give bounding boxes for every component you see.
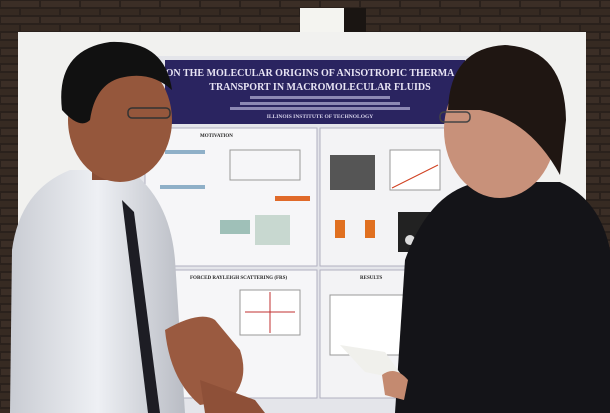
poster-title: TRANSPORT IN MACROMOLECULAR FLUIDS [209, 82, 431, 93]
section-header: MOTIVATION [200, 134, 233, 139]
center-line [230, 107, 410, 110]
left-person [10, 41, 265, 413]
institution: ILLINOIS INSTITUTE OF TECHNOLOGY [267, 114, 374, 120]
department-line [240, 102, 400, 105]
section-header: FORCED RAYLEIGH SCATTERING (FRS) [190, 276, 287, 281]
figure [389, 149, 441, 191]
hand [200, 380, 265, 413]
figure [275, 196, 310, 201]
poster-title: ON THE MOLECULAR ORIGINS OF ANISOTROPIC … [166, 68, 456, 79]
glasses [127, 107, 171, 119]
figure [229, 149, 301, 181]
figure [391, 164, 439, 189]
white-shirt [10, 170, 185, 413]
section-header: RESULTS [360, 276, 383, 281]
figure [160, 185, 205, 189]
papers [340, 345, 405, 380]
author-line [250, 96, 390, 99]
figure [165, 150, 205, 154]
right-person [340, 45, 610, 413]
tie [122, 200, 160, 413]
figure [220, 220, 250, 234]
figure [365, 220, 375, 238]
figure [335, 220, 345, 238]
figure [255, 215, 290, 245]
hands [165, 316, 244, 405]
glasses [439, 111, 471, 123]
title-banner [165, 60, 465, 124]
hand [382, 371, 408, 400]
black-shirt [395, 182, 610, 413]
hair [448, 45, 566, 175]
hair [61, 41, 172, 124]
figure [330, 155, 375, 190]
